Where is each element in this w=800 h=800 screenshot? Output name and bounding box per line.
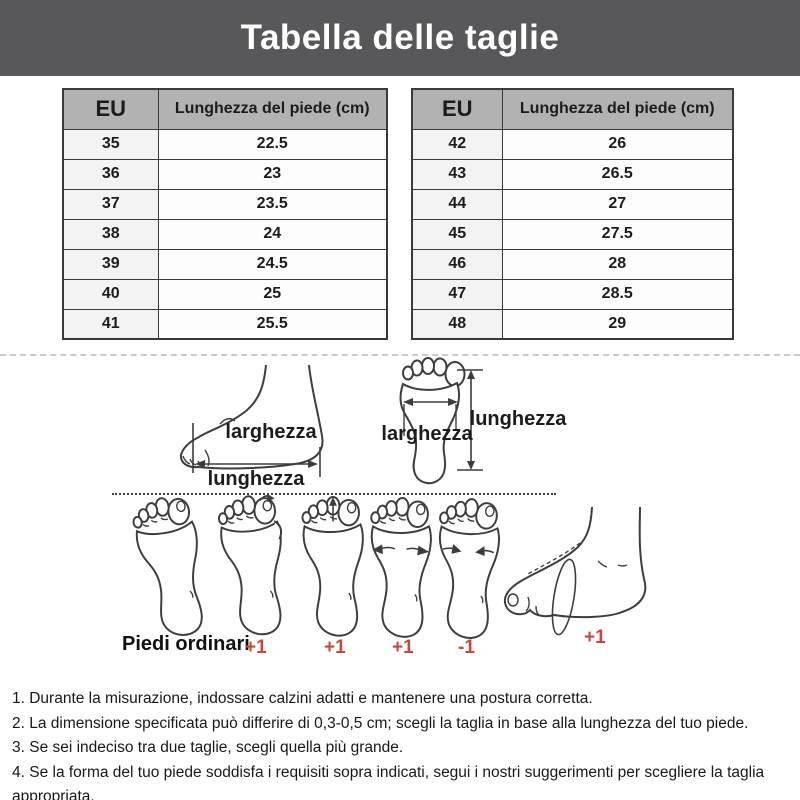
narrow-foot-illustration <box>430 496 503 641</box>
table-row: 35 22.5 <box>62 128 388 160</box>
table-row: 44 27 <box>411 188 734 220</box>
dotted-baseline <box>112 493 556 495</box>
table-row: 40 25 <box>62 278 388 310</box>
table-header-row: EU Lunghezza del piede (cm) <box>62 88 388 130</box>
notes-section: 1. Durante la misurazione, indossare cal… <box>12 687 794 800</box>
table-row: 42 26 <box>411 128 734 160</box>
eu-column-header: EU <box>62 88 159 130</box>
foot-length-cell: 23.5 <box>157 188 388 220</box>
foot-top-measure-diagram: larghezza lunghezza <box>381 357 568 485</box>
note-line-1: 1. Durante la misurazione, indossare cal… <box>12 690 593 707</box>
table-row: 48 29 <box>411 308 734 340</box>
foot-length-cell: 28.5 <box>501 278 734 310</box>
table-row: 39 24.5 <box>62 248 388 280</box>
note-line-2: 2. La dimensione specificata può differi… <box>12 714 749 732</box>
foot-length-cell: 26.5 <box>501 158 734 190</box>
eu-size-cell: 45 <box>411 218 503 250</box>
long-toe-foot-illustration <box>301 496 364 637</box>
eu-size-cell: 39 <box>62 248 159 280</box>
side-length-label: lunghezza <box>208 468 306 490</box>
size-table-eu-35-41: EU Lunghezza del piede (cm) 35 22.5 36 23 37… <box>62 88 388 340</box>
eu-size-cell: 35 <box>62 128 159 160</box>
high-instep-foot-illustration <box>503 506 647 636</box>
eu-column-header: EU <box>411 88 503 130</box>
wide-foot-illustration <box>366 495 434 639</box>
table-row: 37 23.5 <box>62 188 388 220</box>
top-length-label: lunghezza <box>470 408 568 430</box>
foot-length-cell: 23 <box>157 158 388 190</box>
foot-side-measure-diagram: larghezza lunghezza <box>179 364 324 490</box>
eu-size-cell: 44 <box>411 188 503 220</box>
foot-length-cell: 27 <box>501 188 734 220</box>
foot-length-cell: 25 <box>157 278 388 310</box>
table-row: 43 26.5 <box>411 158 734 190</box>
eu-size-cell: 46 <box>411 248 503 280</box>
eu-size-cell: 47 <box>411 278 503 310</box>
size-adjust-mark-5: +1 <box>584 627 606 648</box>
note-line-3: 3. Se sei indeciso tra due taglie, scegl… <box>12 739 404 756</box>
eu-size-cell: 41 <box>62 308 159 340</box>
table-header-row: EU Lunghezza del piede (cm) <box>411 88 734 130</box>
table-row: 38 24 <box>62 218 388 250</box>
bunion-foot-illustration <box>216 493 289 638</box>
foot-length-cell: 29 <box>501 308 734 340</box>
foot-length-cell: 26 <box>501 128 734 160</box>
note-line-4: 4. Se la forma del tuo piede soddisfa i … <box>12 763 765 800</box>
foot-length-cell: 24 <box>157 218 388 250</box>
side-width-label: larghezza <box>225 421 317 443</box>
eu-size-cell: 40 <box>62 278 159 310</box>
table-row: 36 23 <box>62 158 388 190</box>
foot-length-cell: 24.5 <box>157 248 388 280</box>
top-width-label: larghezza <box>381 423 473 445</box>
ordinary-foot-illustration <box>129 493 211 641</box>
title-banner: Tabella delle taglie <box>0 0 800 76</box>
foot-length-column-header: Lunghezza del piede (cm) <box>501 88 734 130</box>
table-row: 47 28.5 <box>411 278 734 310</box>
foot-length-cell: 25.5 <box>157 308 388 340</box>
table-row: 41 25.5 <box>62 308 388 340</box>
size-adjust-mark-3: +1 <box>392 637 414 658</box>
eu-size-cell: 42 <box>411 128 503 160</box>
foot-length-cell: 28 <box>501 248 734 280</box>
eu-size-cell: 37 <box>62 188 159 220</box>
dashed-divider <box>0 354 800 356</box>
eu-size-cell: 38 <box>62 218 159 250</box>
size-adjust-mark-4: -1 <box>458 637 475 658</box>
eu-size-cell: 48 <box>411 308 503 340</box>
size-adjust-mark-1: +1 <box>245 637 267 658</box>
size-adjust-mark-2: +1 <box>324 637 346 658</box>
eu-size-cell: 36 <box>62 158 159 190</box>
table-row: 46 28 <box>411 248 734 280</box>
table-row: 45 27.5 <box>411 218 734 250</box>
ordinary-feet-label: Piedi ordinari <box>122 633 250 655</box>
page-title: Tabella delle taglie <box>240 18 560 57</box>
foot-length-column-header: Lunghezza del piede (cm) <box>157 88 388 130</box>
eu-size-cell: 43 <box>411 158 503 190</box>
foot-length-cell: 22.5 <box>157 128 388 160</box>
foot-length-cell: 27.5 <box>501 218 734 250</box>
size-table-eu-42-48: EU Lunghezza del piede (cm) 42 26 43 26.5 44… <box>411 88 734 340</box>
